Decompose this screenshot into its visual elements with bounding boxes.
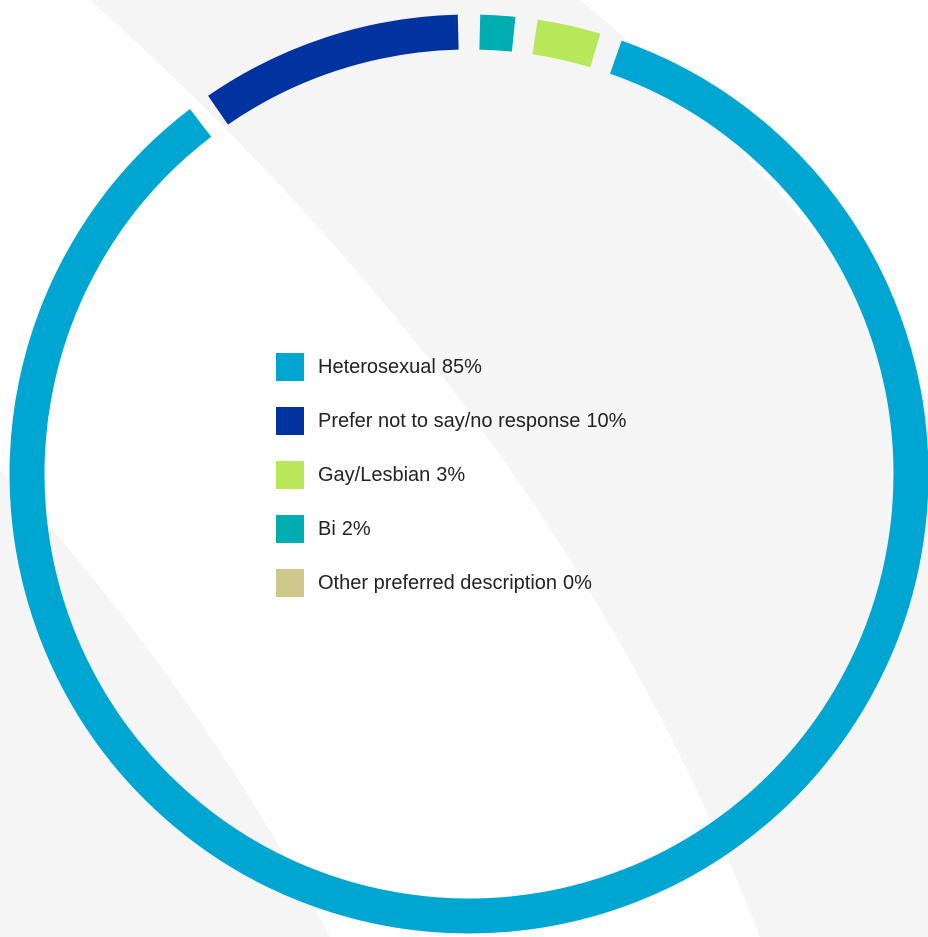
donut-segment <box>479 14 516 52</box>
legend-value: 85% <box>442 356 482 378</box>
legend-category: Other preferred description <box>318 572 557 594</box>
legend-label: Gay/Lesbian 3% <box>318 464 465 486</box>
legend-value: 3% <box>436 464 465 486</box>
legend-swatch <box>276 461 304 489</box>
legend-value: 0% <box>563 572 592 594</box>
legend-swatch <box>276 569 304 597</box>
legend-label: Bi 2% <box>318 518 371 540</box>
legend-swatch <box>276 515 304 543</box>
donut-ring <box>9 14 928 934</box>
legend-label: Prefer not to say/no response 10% <box>318 410 627 432</box>
legend-label: Heterosexual 85% <box>318 356 482 378</box>
legend-swatch <box>276 407 304 435</box>
legend-swatch <box>276 353 304 381</box>
background-band <box>0 470 330 937</box>
background-band <box>90 0 928 937</box>
legend-value: 10% <box>586 410 626 432</box>
donut-segment <box>208 14 459 125</box>
donut-segment <box>532 19 601 68</box>
legend: Heterosexual 85% Prefer not to say/no resp… <box>276 353 627 597</box>
donut-segment <box>9 40 928 934</box>
legend-category: Bi <box>318 518 336 540</box>
legend-category: Prefer not to say/no response <box>318 410 580 432</box>
legend-category: Heterosexual <box>318 356 436 378</box>
legend-category: Gay/Lesbian <box>318 464 430 486</box>
legend-label: Other preferred description 0% <box>318 572 592 594</box>
legend-value: 2% <box>342 518 371 540</box>
